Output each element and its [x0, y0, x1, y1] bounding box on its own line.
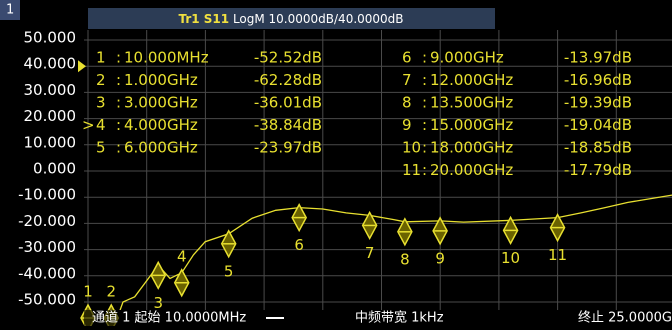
- marker-id: 10: [402, 139, 421, 157]
- trace-name: Tr1 S11: [178, 12, 229, 26]
- marker-separator: :: [422, 161, 427, 179]
- marker-id: 8: [402, 94, 412, 112]
- marker-label: 11: [548, 246, 567, 264]
- marker-value: -19.39dB: [564, 94, 632, 112]
- marker-label: 2: [106, 283, 116, 301]
- y-tick-label: 50.000: [24, 29, 77, 47]
- marker-label: 1: [83, 283, 93, 301]
- marker-value: -62.28dB: [254, 71, 322, 89]
- y-tick-label: 10.000: [24, 133, 77, 151]
- marker-separator: :: [116, 71, 121, 89]
- marker-separator: :: [116, 49, 121, 67]
- marker-id: 6: [402, 49, 412, 67]
- marker-value: -18.85dB: [564, 139, 632, 157]
- footer-ifbw: 中频带宽 1kHz: [355, 310, 444, 326]
- marker-value: -36.01dB: [254, 94, 322, 112]
- marker-label: 6: [294, 236, 304, 254]
- y-tick-label: 40.000: [24, 55, 77, 73]
- marker-id: 9: [402, 116, 412, 134]
- marker-frequency: 1.000GHz: [124, 71, 198, 89]
- marker-label: 4: [177, 247, 187, 265]
- y-tick-label: -50.000: [18, 291, 76, 309]
- marker-frequency: 13.500GHz: [430, 94, 513, 112]
- y-tick-label: -40.000: [18, 264, 76, 282]
- marker-id: 11: [402, 161, 421, 179]
- marker-frequency: 18.000GHz: [430, 139, 513, 157]
- marker-id: 1: [96, 49, 106, 67]
- y-tick-label: 30.000: [24, 81, 77, 99]
- trace-title-bar: [88, 8, 495, 29]
- marker-value: -38.84dB: [254, 116, 322, 134]
- marker-id: 3: [96, 94, 106, 112]
- marker-value: -13.97dB: [564, 49, 632, 67]
- marker-separator: :: [116, 139, 121, 157]
- marker-separator: :: [422, 94, 427, 112]
- marker-frequency: 4.000GHz: [124, 116, 198, 134]
- marker-frequency: 6.000GHz: [124, 139, 198, 157]
- channel-box: [0, 0, 20, 20]
- y-tick-label: -20.000: [18, 212, 76, 230]
- grid: [84, 30, 672, 310]
- marker-value: -52.52dB: [254, 49, 322, 67]
- marker-label: 5: [224, 262, 234, 280]
- marker-frequency: 15.000GHz: [430, 116, 513, 134]
- footer-stop: 终止 25.0000GHz: [578, 310, 672, 326]
- y-tick-label: 20.000: [24, 107, 77, 125]
- marker-separator: :: [116, 94, 121, 112]
- marker-id: 4: [96, 116, 106, 134]
- marker-separator: :: [422, 139, 427, 157]
- marker-frequency: 12.000GHz: [430, 71, 513, 89]
- marker-separator: :: [422, 49, 427, 67]
- marker-separator: :: [422, 116, 427, 134]
- y-tick-label: -30.000: [18, 238, 76, 256]
- marker-value: -19.04dB: [564, 116, 632, 134]
- marker-id: 7: [402, 71, 412, 89]
- marker-value: -16.96dB: [564, 71, 632, 89]
- marker-id: 5: [96, 139, 106, 157]
- trace-title: Tr1 S11 LogM 10.0000dB/40.0000dB: [178, 12, 403, 26]
- marker-frequency: 3.000GHz: [124, 94, 198, 112]
- footer-bar: [84, 310, 672, 326]
- marker-frequency: 10.000MHz: [124, 49, 209, 67]
- reference-arrow: [78, 60, 86, 73]
- marker-separator: :: [116, 116, 121, 134]
- y-tick-label: 0.000: [33, 160, 76, 178]
- marker-id: 2: [96, 71, 106, 89]
- marker-label: 8: [400, 250, 410, 268]
- trace-format: LogM 10.0000dB/40.0000dB: [233, 12, 404, 26]
- footer-start: 通道 1 起始 10.0000MHz: [92, 311, 246, 326]
- channel-number: 1: [6, 3, 14, 18]
- marker-value: -23.97dB: [254, 139, 322, 157]
- marker-label: 9: [435, 249, 445, 267]
- marker-frequency: 20.000GHz: [430, 161, 513, 179]
- marker-separator: :: [422, 71, 427, 89]
- marker-label: 7: [365, 244, 375, 262]
- active-indicator: >: [82, 116, 95, 134]
- y-tick-label: -10.000: [18, 186, 76, 204]
- marker-frequency: 9.000GHz: [430, 49, 504, 67]
- marker-label: 10: [501, 249, 520, 267]
- marker-value: -17.79dB: [564, 161, 632, 179]
- marker-label: 3: [153, 294, 163, 312]
